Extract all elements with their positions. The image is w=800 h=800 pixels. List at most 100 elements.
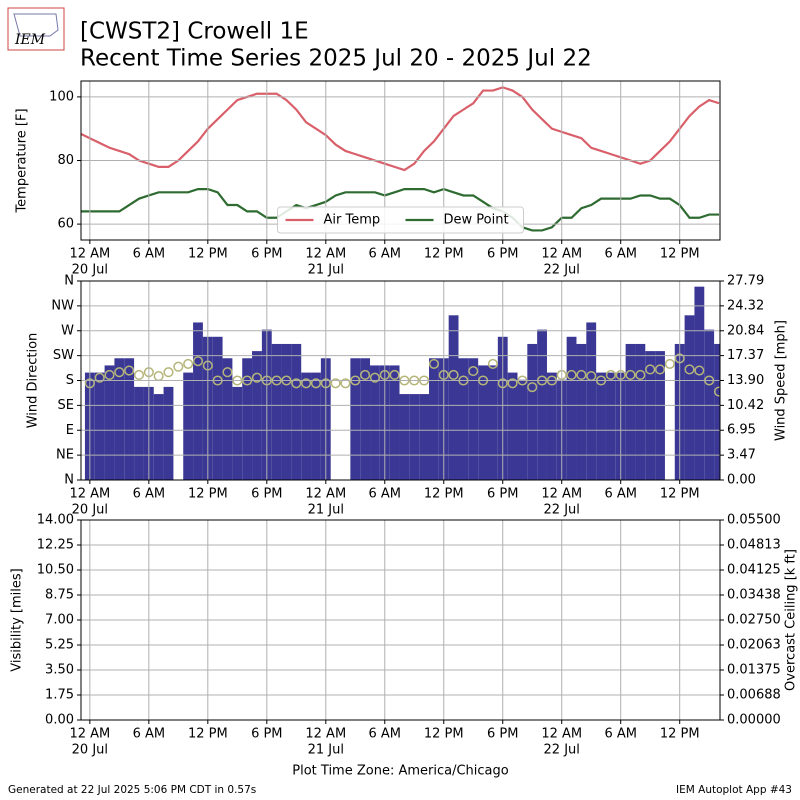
x-tick-label: 12 AM — [69, 487, 110, 502]
y-axis-label: Visibility [miles] — [10, 568, 25, 671]
y-tick-label: SE — [58, 398, 74, 413]
point — [124, 365, 135, 376]
point — [625, 369, 636, 381]
chart-subtitle: Recent Time Series 2025 Jul 20 - 2025 Ju… — [80, 46, 592, 72]
y-tick-label: W — [61, 323, 74, 338]
legend-label: Dew Point — [444, 213, 509, 228]
point — [291, 378, 302, 389]
bar — [153, 394, 164, 480]
x-tick-label: 12 AM — [305, 487, 346, 502]
y-tick-label: 5.25 — [45, 638, 74, 653]
bar — [370, 365, 380, 480]
y2-tick-label: 0.01375 — [727, 663, 781, 678]
y2-tick-label: 6.95 — [727, 423, 756, 438]
x-tick-label: 12 PM — [424, 727, 464, 742]
y-tick-label: 1.75 — [45, 688, 74, 703]
x-tick-label: 6 AM — [133, 727, 166, 742]
point — [635, 369, 646, 381]
x-tick-label: 6 PM — [487, 487, 518, 502]
x-tick-label: 12 PM — [660, 727, 700, 742]
point — [645, 364, 656, 375]
x-tick-label: 6 PM — [251, 727, 282, 742]
y2-tick-label: 0.02063 — [727, 638, 781, 653]
x-date-label: 22 Jul — [544, 743, 580, 758]
bar — [546, 372, 557, 480]
chart-title: [CWST2] Crowell 1E — [80, 19, 309, 45]
bar — [714, 343, 720, 480]
y2-tick-label: 20.84 — [727, 323, 764, 338]
y2-tick-label: 0.02750 — [727, 613, 781, 628]
point — [94, 372, 105, 383]
point — [389, 369, 400, 381]
bar — [232, 386, 243, 480]
point — [507, 378, 518, 389]
bar — [576, 343, 587, 480]
axes-frame — [80, 80, 721, 241]
bar — [537, 329, 547, 480]
y2-tick-label: 27.79 — [727, 274, 764, 289]
x-tick-label: 6 PM — [251, 247, 282, 262]
logo-state — [13, 13, 59, 37]
bar — [271, 343, 282, 480]
y2-tick-label: 17.37 — [727, 348, 764, 363]
point — [133, 369, 145, 381]
x-tick-label: 6 AM — [133, 487, 166, 502]
bar — [242, 358, 253, 480]
legend-label: Air Temp — [324, 213, 381, 228]
x-tick-label: 6 AM — [133, 247, 166, 262]
x-tick-label: 6 AM — [369, 487, 402, 502]
bar — [419, 394, 430, 480]
y-tick-label: 7.00 — [45, 613, 74, 628]
point — [605, 369, 616, 381]
point — [360, 369, 371, 381]
bar — [114, 358, 125, 480]
bar — [655, 351, 665, 480]
y-tick-label: SW — [53, 348, 74, 363]
point — [713, 386, 720, 397]
point — [104, 369, 115, 381]
point — [694, 365, 705, 376]
bar — [163, 386, 174, 480]
point — [468, 366, 479, 377]
x-tick-label: 12 PM — [424, 487, 464, 502]
y-tick-label: 0.00 — [45, 713, 74, 728]
x-tick-label: 6 PM — [487, 727, 518, 742]
bar — [586, 322, 597, 480]
x-date-label: 21 Jul — [308, 743, 344, 758]
y2-axis-label: Overcast Ceiling [k ft] — [784, 549, 799, 691]
y2-tick-label: 0.05500 — [727, 513, 781, 528]
x-tick-label: 12 AM — [305, 247, 346, 262]
y-tick-label: S — [66, 373, 74, 388]
bar — [625, 343, 636, 480]
y-tick-label: N — [64, 274, 74, 289]
bar — [566, 336, 577, 480]
x-tick-label: 6 AM — [604, 247, 637, 262]
bar — [222, 358, 233, 480]
y-tick-label: 60 — [57, 217, 74, 232]
y-tick-label: E — [66, 423, 74, 438]
footer-right: IEM Autoplot App #43 — [676, 784, 792, 796]
point — [301, 378, 312, 389]
point — [114, 367, 125, 378]
x-tick-label: 12 AM — [305, 727, 346, 742]
point — [340, 378, 351, 389]
line — [81, 86, 720, 172]
x-date-label: 20 Jul — [72, 503, 108, 518]
bar — [409, 394, 420, 480]
bar — [311, 372, 321, 480]
bar — [291, 343, 302, 480]
bar — [605, 372, 616, 480]
bar — [527, 343, 538, 480]
y2-tick-label: 24.32 — [727, 298, 764, 313]
y-tick-label: 10.50 — [37, 563, 74, 578]
bar — [399, 394, 410, 480]
bar — [507, 372, 518, 480]
bar — [104, 365, 115, 480]
point — [448, 369, 459, 381]
point — [428, 358, 439, 369]
bar — [360, 358, 371, 480]
x-tick-label: 12 PM — [660, 487, 700, 502]
y2-tick-label: 10.42 — [727, 398, 764, 413]
point — [251, 372, 263, 383]
point — [369, 372, 380, 383]
